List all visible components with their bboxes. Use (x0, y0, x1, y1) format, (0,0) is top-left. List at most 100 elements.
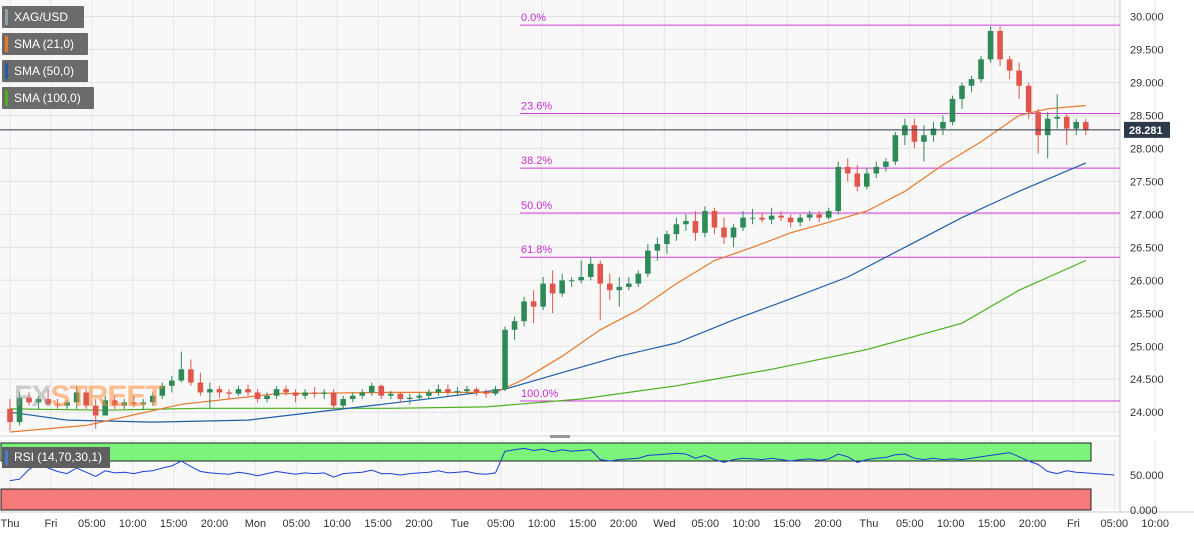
candle-body (511, 321, 518, 330)
candle-body (1016, 70, 1022, 86)
legend-swatch (5, 450, 8, 465)
y-tick-label: 28.500 (1130, 110, 1164, 122)
rsi-line (9, 447, 1115, 482)
candle-body (959, 85, 965, 99)
candle-body (473, 389, 480, 393)
candle-body (825, 211, 832, 218)
sma100-line (9, 259, 1087, 411)
candle-body (197, 382, 204, 393)
candle-body (549, 283, 556, 294)
candle-body (816, 214, 822, 218)
sma50-line (9, 162, 1087, 423)
candle-body (645, 250, 651, 274)
y-tick-label: 30.000 (1130, 11, 1164, 23)
candle-body (64, 402, 70, 406)
candle-body (150, 395, 156, 403)
candle-body (702, 211, 708, 233)
legend-sma50[interactable]: SMA (50,0) (2, 60, 88, 82)
candle-body (311, 392, 318, 394)
fib-level-label: 23.6% (521, 100, 552, 112)
y-tick-label: 24.500 (1130, 374, 1164, 386)
candle-body (921, 135, 927, 142)
x-tick-label: 05:00 (1101, 518, 1129, 530)
candle-body (1006, 59, 1013, 71)
x-tick-label: Fri (1067, 518, 1080, 530)
legend-symbol[interactable]: XAG/USD (2, 6, 84, 28)
candle-body (911, 125, 918, 142)
last-price-label: 28.281 (1129, 125, 1163, 137)
y-tick-label: 27.500 (1130, 176, 1164, 188)
candle-body (416, 395, 423, 398)
candle-body (1035, 112, 1041, 136)
candle-body (892, 135, 899, 162)
candle-body (559, 280, 565, 294)
candle-body (568, 280, 575, 282)
candle-body (235, 389, 242, 394)
candle-body (749, 217, 756, 219)
candle-body (35, 399, 42, 403)
fib-level-label: 38.2% (521, 155, 552, 167)
legend-swatch (5, 90, 8, 106)
fib-level-label: 50.0% (521, 200, 552, 212)
x-tick-label: 05:00 (487, 518, 515, 530)
legend-sma21[interactable]: SMA (21,0) (2, 33, 88, 55)
x-tick-label: 10:00 (323, 518, 351, 530)
candle-body (1044, 118, 1051, 136)
candle-body (254, 392, 261, 400)
candle-body (692, 220, 699, 233)
candle-body (616, 286, 623, 291)
candle-body (864, 173, 870, 187)
candle-body (464, 389, 470, 392)
rsi-oversold-zone (0, 488, 1092, 511)
x-tick-label: 05:00 (896, 518, 924, 530)
candle-body (226, 392, 232, 394)
candle-body (292, 392, 299, 396)
candle-body (587, 263, 594, 278)
x-tick-label: 20:00 (405, 518, 433, 530)
candle-body (302, 392, 308, 396)
candle-body (426, 392, 432, 396)
candle-body (844, 166, 851, 174)
candle-body (778, 215, 784, 218)
x-tick-label: 15:00 (978, 518, 1006, 530)
pane-resize-handle (550, 435, 570, 438)
watermark-logo: FXSTREET (14, 380, 164, 413)
candle-body (654, 244, 661, 251)
legend-sma21-label: SMA (21,0) (14, 37, 75, 51)
candle-body (930, 128, 937, 136)
candle-body (245, 389, 251, 393)
candle-body (597, 263, 604, 284)
candle-body (1073, 122, 1080, 129)
candle-body (806, 214, 813, 218)
candle-body (54, 404, 61, 406)
y-tick-label: 29.000 (1130, 77, 1164, 89)
candle-body (768, 215, 775, 220)
y-tick-label: 26.500 (1130, 242, 1164, 254)
x-tick-label: 20:00 (610, 518, 638, 530)
x-tick-label: 20:00 (1019, 518, 1047, 530)
candle-body (73, 392, 80, 403)
candle-body (121, 402, 128, 406)
candle-body (340, 399, 346, 406)
candle-body (111, 400, 118, 406)
fib-level-label: 0.0% (521, 12, 546, 24)
candle-body (207, 389, 213, 393)
candle-body (949, 98, 956, 123)
legend-sma50-label: SMA (50,0) (14, 64, 75, 78)
candle-body (321, 392, 327, 394)
legend-sma100[interactable]: SMA (100,0) (2, 87, 94, 109)
rsi-y-tick-label: 50.000 (1130, 470, 1164, 482)
legend-swatch (5, 36, 8, 52)
candle-body (540, 283, 546, 307)
candle-body (968, 79, 975, 86)
candle-body (169, 380, 175, 386)
x-tick-label: 10:00 (528, 518, 556, 530)
x-tick-label: 05:00 (692, 518, 720, 530)
candle-body (530, 301, 537, 307)
candle-body (159, 385, 166, 396)
candle-body (349, 395, 356, 400)
candle-body (378, 385, 385, 396)
x-tick-label: 15:00 (569, 518, 597, 530)
candle-body (683, 220, 689, 225)
rsi-legend[interactable]: RSI (14,70,30,1) (2, 447, 111, 468)
